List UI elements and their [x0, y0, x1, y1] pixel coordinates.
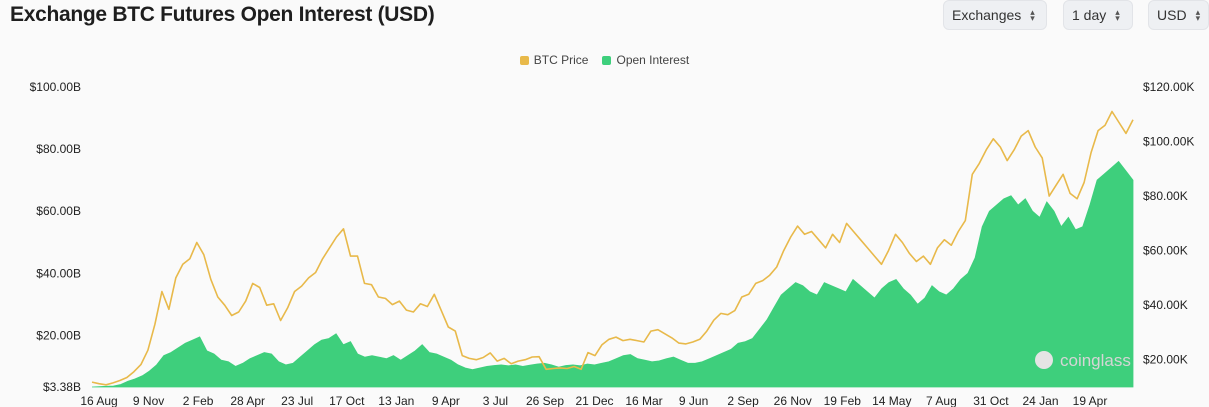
chevron-updown-icon: ▴ ▾: [1195, 7, 1201, 23]
y-left-tick-label: $60.00B: [36, 204, 81, 218]
x-tick-label: 23 Jul: [281, 394, 313, 407]
watermark-logo-icon: [1035, 351, 1053, 369]
x-tick-label: 19 Apr: [1073, 394, 1108, 407]
x-tick-label: 9 Jun: [679, 394, 708, 407]
x-tick-label: 3 Jul: [483, 394, 508, 407]
y-left-tick-label: $40.00B: [36, 266, 81, 280]
y-right-tick-label: $40.00K: [1143, 298, 1188, 312]
x-tick-label: 16 Aug: [80, 394, 117, 407]
legend-item-open-interest[interactable]: Open Interest: [602, 53, 689, 67]
x-tick-label: 14 May: [872, 394, 911, 407]
y-right-tick-label: $60.00K: [1143, 244, 1188, 258]
x-axis: 16 Aug 9 Nov 2 Feb 28 Apr 23 Jul 17 Oct 13 Jan…: [80, 394, 1107, 407]
btc-price-series: [91, 110, 1134, 386]
exchanges-select[interactable]: Exchanges ▴ ▾: [943, 0, 1047, 30]
exchanges-select-label: Exchanges: [952, 7, 1022, 23]
x-tick-label: 16 Mar: [625, 394, 662, 407]
x-tick-label: 9 Apr: [432, 394, 460, 407]
currency-select-label: USD: [1157, 7, 1187, 23]
page-title: Exchange BTC Futures Open Interest (USD): [10, 3, 435, 26]
y-right-tick-label: $120.00K: [1143, 80, 1194, 94]
legend-swatch-btc-price: [519, 55, 529, 65]
legend-label-open-interest: Open Interest: [616, 53, 690, 67]
btc-price-line: [91, 110, 1134, 386]
x-tick-label: 7 Aug: [926, 394, 957, 407]
y-right-tick-label: $80.00K: [1143, 189, 1188, 203]
interval-select[interactable]: 1 day ▴ ▾: [1063, 0, 1133, 30]
y-left-tick-label: $100.00B: [30, 80, 81, 94]
y-left-tick-label: $80.00B: [36, 142, 81, 156]
x-tick-label: 17 Oct: [329, 394, 365, 407]
y-right-tick-label: $100.00K: [1143, 135, 1194, 149]
x-tick-label: 28 Apr: [230, 394, 265, 407]
legend-item-btc-price[interactable]: BTC Price: [519, 53, 589, 67]
chart-legend: BTC Price Open Interest: [0, 53, 1209, 67]
interval-select-label: 1 day: [1072, 7, 1107, 23]
open-interest-series: [91, 160, 1134, 388]
x-tick-label: 2 Feb: [183, 394, 214, 407]
x-tick-label: 31 Oct: [973, 394, 1009, 407]
legend-label-btc-price: BTC Price: [533, 53, 589, 67]
y-left-min-label: $3.38B: [43, 380, 81, 394]
x-tick-label: 13 Jan: [378, 394, 414, 407]
x-tick-label: 9 Nov: [133, 394, 164, 407]
currency-select[interactable]: USD ▴ ▾: [1148, 0, 1209, 30]
y-axis-right: $20.00K $40.00K $60.00K $80.00K $100.00K $120…: [1143, 80, 1194, 367]
open-interest-area: [91, 160, 1134, 388]
x-tick-label: 26 Nov: [774, 394, 812, 407]
y-axis-left: $20.00B $40.00B $60.00B $80.00B $100.00B $3.3…: [30, 80, 81, 394]
x-tick-label: 24 Jan: [1022, 394, 1058, 407]
chevron-updown-icon: ▴ ▾: [1030, 7, 1035, 23]
legend-swatch-open-interest: [602, 55, 612, 65]
x-tick-label: 21 Dec: [575, 394, 613, 407]
y-right-tick-label: $20.00K: [1143, 353, 1188, 367]
x-tick-label: 19 Feb: [824, 394, 862, 407]
watermark: coinglass: [1060, 351, 1131, 370]
y-left-tick-label: $20.00B: [36, 328, 81, 342]
chevron-updown-icon: ▴ ▾: [1115, 7, 1120, 23]
x-tick-label: 26 Sep: [526, 394, 564, 407]
x-tick-label: 2 Sep: [727, 394, 759, 407]
